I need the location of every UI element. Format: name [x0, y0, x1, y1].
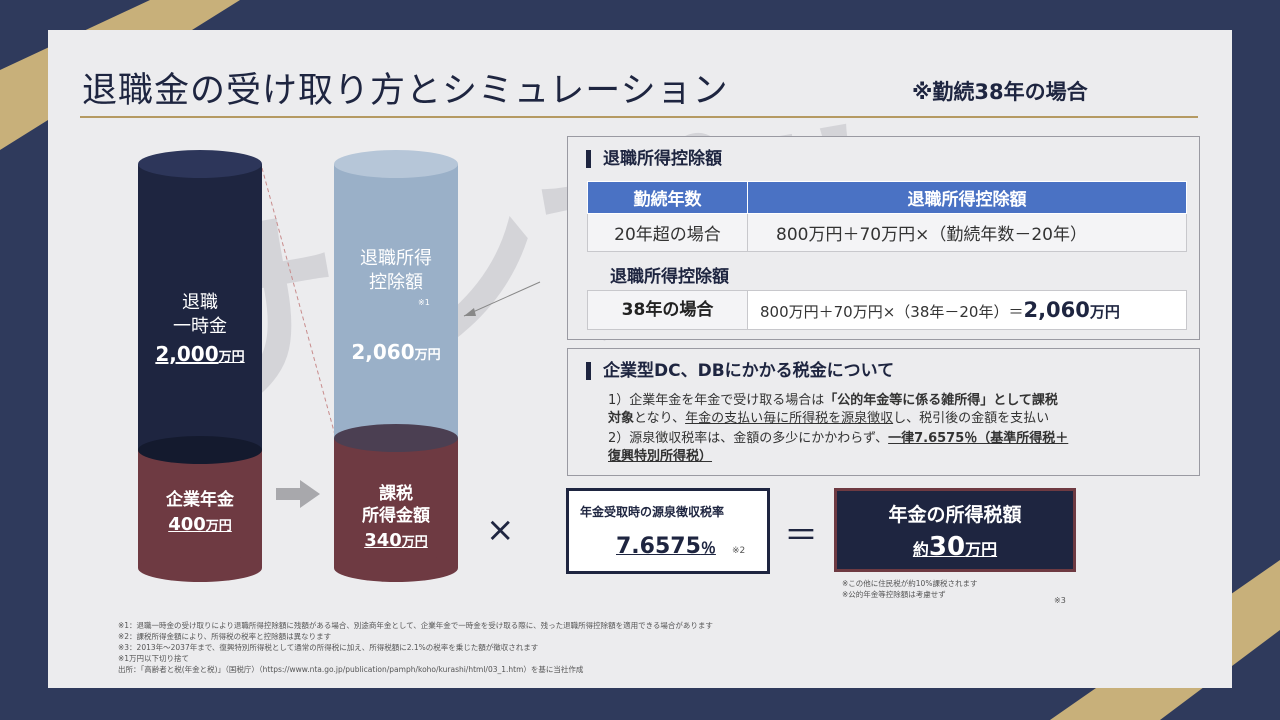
tax-line-2: 対象となり、年金の支払い毎に所得税を源泉徴収し、税引後の金額を支払い [608, 410, 1049, 428]
left-top-unit: 万円 [218, 350, 245, 365]
left-top-value: 2,000 [155, 342, 219, 366]
rate-value-group: 7.6575％ [616, 534, 716, 559]
tax-line-3: 2）源泉徴収税率は、金額の多少にかかわらず、一律7.6575％（基準所得税＋ [608, 430, 1068, 448]
result-value: 30 [928, 532, 966, 562]
right-top-note: ※1 [418, 298, 430, 307]
footnote-1: ※1：退職一時金の受け取りにより退職所得控除額に残額がある場合、別途商年金として… [118, 621, 713, 630]
tax-panel [567, 348, 1200, 476]
left-top-label-1: 退職 [182, 292, 218, 313]
deduction-table: 勤続年数 退職所得控除額 20年超の場合 800万円＋70万円×（勤続年数－20… [587, 181, 1187, 252]
footnote-2: ※2：課税所得金額により、所得税の税率と控除額は異なります [118, 632, 332, 641]
title-divider [80, 116, 1198, 118]
case-result: 2,060 [1023, 298, 1090, 322]
table-header-years: 勤続年数 [587, 181, 748, 214]
left-bottom-value: 400 [168, 514, 206, 535]
right-arrow-icon [276, 480, 320, 508]
right-bottom-label-1: 課税 [379, 484, 413, 504]
deduction-subheading: 退職所得控除額 [610, 267, 729, 287]
footnote-4: ※1万円以下切り捨て [118, 654, 190, 663]
rate-value: 7.6575 [616, 534, 701, 559]
right-cylinder-shape [334, 150, 458, 582]
tax-line-3a: 2）源泉徴収税率は、金額の多少にかかわらず、 [608, 431, 889, 446]
right-bottom-value: 340 [364, 530, 402, 551]
right-bottom-value-group: 340万円 [334, 530, 458, 553]
right-bottom-unit: 万円 [401, 535, 428, 550]
result-box [834, 488, 1076, 572]
left-top-value-group: 2,000万円 [138, 342, 262, 367]
equals-icon: ＝ [784, 516, 818, 556]
result-note-3: ※3 [1054, 596, 1066, 605]
tax-heading: 企業型DC、DBにかかる税金について [586, 362, 894, 380]
case-label: 38年の場合 [588, 291, 748, 329]
left-bottom-value-group: 400万円 [138, 514, 262, 537]
result-note-1: ※この他に住民税が約10%課税されます [842, 579, 978, 588]
tax-line-2c: 年金の支払い毎に所得税を源泉徴収 [685, 411, 894, 426]
left-cylinder-shape [138, 150, 262, 582]
tax-line-2d: し、税引後の金額を支払い [893, 411, 1050, 426]
right-bottom-label-2: 所得金額 [362, 506, 430, 526]
case-formula-group: 800万円＋70万円×（38年－20年）＝2,060万円 [748, 298, 1120, 322]
tax-line-1a: 1）企業年金を年金で受け取る場合は [608, 393, 825, 408]
tax-line-2b: となり、 [634, 411, 686, 426]
result-unit: 万円 [965, 540, 998, 559]
page-title: 退職金の受け取り方とシミュレーション [82, 71, 729, 111]
rate-label: 年金受取時の源泉徴収税率 [580, 505, 725, 519]
tax-line-4: 復興特別所得税） [608, 449, 713, 464]
left-bottom-label: 企業年金 [166, 490, 234, 510]
rate-note: ※2 [732, 546, 746, 556]
result-prefix: 約 [912, 540, 929, 559]
tax-line-2a: 対象 [608, 411, 635, 426]
rate-box [566, 488, 770, 574]
page-subtitle: ※勤続38年の場合 [912, 80, 1088, 104]
rate-unit: ％ [700, 539, 716, 557]
footnote-3: ※3：2013年～2037年まで、復興特別所得税として通常の所得税に加え、所得税… [118, 643, 539, 652]
tax-line-3b: 一律7.6575％（基準所得税＋ [888, 431, 1069, 446]
case-unit: 万円 [1089, 303, 1120, 321]
right-top-label-1: 退職所得 [360, 248, 432, 269]
right-top-value-group: 2,060万円 [334, 340, 458, 365]
result-value-group: 約30万円 [834, 532, 1076, 562]
table-cell-years: 20年超の場合 [587, 213, 748, 252]
tax-line-1: 1）企業年金を年金で受け取る場合は「公的年金等に係る雑所得」として課税 [608, 392, 1058, 410]
deduction-heading: 退職所得控除額 [586, 150, 722, 168]
left-cylinder: 退職 一時金 2,000万円 企業年金 400万円 [138, 150, 262, 582]
table-header-deduction: 退職所得控除額 [747, 181, 1187, 214]
right-cylinder: 退職所得 控除額 ※1 2,060万円 課税 所得金額 340万円 [334, 150, 458, 582]
left-bottom-unit: 万円 [205, 519, 232, 534]
case-formula: 800万円＋70万円×（38年－20年）＝ [760, 303, 1024, 321]
right-top-label-2: 控除額 [369, 272, 423, 293]
result-label: 年金の所得税額 [888, 504, 1022, 526]
tax-line-1b: 「公的年金等に係る雑所得」として課税 [824, 393, 1058, 408]
multiply-icon: × [486, 510, 515, 550]
case-row: 38年の場合 800万円＋70万円×（38年－20年）＝2,060万円 [587, 290, 1187, 330]
left-top-label-2: 一時金 [173, 316, 227, 337]
right-top-value: 2,060 [351, 340, 415, 364]
result-note-2: ※公的年金等控除額は考慮せず [842, 590, 946, 599]
right-top-unit: 万円 [414, 348, 441, 363]
footnote-source: 出所：「高齢者と税(年金と税)」（国税庁）（https://www.nta.go… [118, 665, 584, 674]
table-cell-formula: 800万円＋70万円×（勤続年数－20年） [747, 213, 1187, 252]
